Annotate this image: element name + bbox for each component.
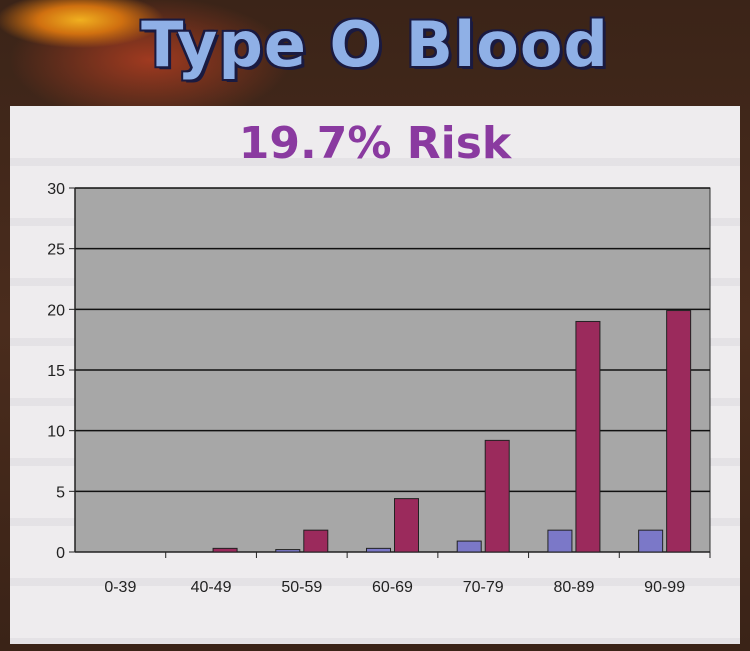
bar [212, 547, 238, 553]
y-tick-label: 0 [56, 545, 65, 562]
y-tick-label: 30 [47, 181, 65, 198]
bar [638, 529, 664, 553]
bar [366, 547, 391, 553]
x-tick-label: 90-99 [644, 579, 685, 596]
x-tick-label: 70-79 [463, 579, 504, 596]
bar [303, 529, 329, 553]
y-tick-label: 15 [47, 363, 65, 380]
chart-title: 19.7% Risk [238, 118, 512, 169]
y-tick-label: 20 [47, 302, 65, 319]
x-tick-label: 0-39 [104, 579, 136, 596]
y-tick-label: 5 [56, 484, 65, 501]
x-tick-label: 40-49 [191, 579, 232, 596]
bar [547, 529, 573, 553]
bar [666, 310, 692, 553]
x-tick-label: 60-69 [372, 579, 413, 596]
bar [275, 549, 301, 553]
bar [484, 439, 510, 553]
y-tick-label: 25 [47, 242, 65, 259]
x-tick-label: 80-89 [553, 579, 594, 596]
page-title: Type O Blood [141, 8, 609, 81]
bar [456, 540, 482, 553]
x-tick-label: 50-59 [281, 579, 322, 596]
bar [394, 498, 419, 553]
bar [575, 320, 601, 553]
y-tick-label: 10 [47, 424, 65, 441]
